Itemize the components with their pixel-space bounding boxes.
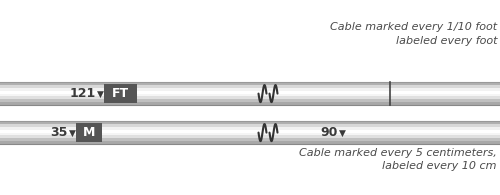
Text: ▼: ▼: [338, 129, 345, 138]
Text: 90: 90: [320, 126, 338, 139]
Bar: [0, 127, 500, 130]
Text: Cable marked every 5 centimeters,: Cable marked every 5 centimeters,: [299, 148, 497, 158]
Bar: [0, 88, 500, 91]
Bar: [0, 141, 500, 144]
Bar: [0, 138, 500, 141]
Bar: [0, 130, 500, 133]
Bar: [0, 82, 500, 85]
Bar: [104, 84, 137, 103]
Bar: [0, 135, 500, 138]
Bar: [0, 121, 500, 124]
Bar: [0, 102, 500, 105]
Text: 121: 121: [70, 87, 96, 100]
Bar: [0, 133, 500, 135]
Text: FT: FT: [112, 87, 129, 100]
Text: ▼: ▼: [96, 90, 103, 99]
Bar: [0, 99, 500, 102]
Bar: [0, 96, 500, 99]
Text: labeled every foot: labeled every foot: [396, 36, 497, 46]
Bar: [0, 91, 500, 94]
Bar: [0, 94, 500, 96]
Bar: [76, 123, 102, 142]
Text: Cable marked every 1/10 foot: Cable marked every 1/10 foot: [330, 22, 497, 32]
Text: 35: 35: [50, 126, 68, 139]
Text: M: M: [83, 126, 95, 139]
Bar: [0, 124, 500, 127]
Text: labeled every 10 cm: labeled every 10 cm: [382, 161, 497, 171]
Bar: [0, 85, 500, 88]
Text: ▼: ▼: [68, 129, 75, 138]
